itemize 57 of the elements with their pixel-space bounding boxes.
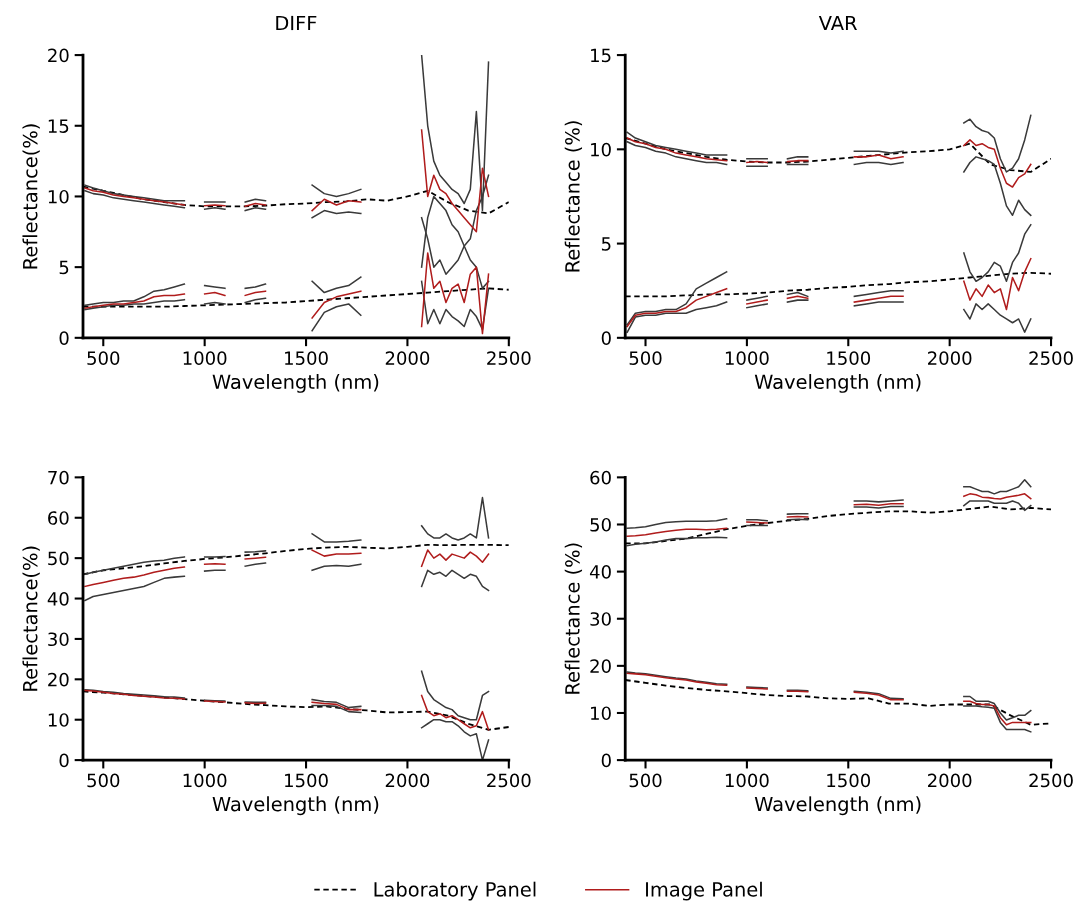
y-axis-title: Reflectance(%) [22, 124, 40, 269]
y-tick-label: 20 [48, 48, 69, 63]
x-axis-title: Wavelength (nm) [212, 374, 379, 393]
y-axis-title: Reflectance(%) [22, 546, 40, 691]
y-tick-label: 70 [48, 470, 69, 485]
y-tick-label: 10 [591, 706, 611, 721]
x-tick-label: 1500 [285, 773, 328, 788]
legend-label: Image Panel [646, 881, 762, 901]
x-tick-label: 1500 [285, 351, 328, 365]
y-tick-label: 40 [589, 565, 611, 579]
x-tick-label: 2000 [385, 351, 430, 365]
y-tick-label: 15 [48, 119, 69, 133]
x-tick-label: 1000 [183, 351, 227, 365]
x-tick-label: 2500 [487, 773, 531, 788]
y-tick-label: 0 [59, 331, 69, 345]
x-tick-label: 500 [629, 773, 662, 788]
x-tick-label: 1000 [725, 773, 769, 788]
legend-label: Laboratory Panel [374, 881, 536, 901]
x-tick-label: 1500 [827, 773, 871, 788]
y-tick-label: 0 [601, 331, 611, 345]
chart-title: DIFF [276, 15, 317, 31]
y-tick-label: 15 [591, 48, 611, 63]
x-axis-title: Wavelength (nm) [754, 796, 921, 816]
x-tick-label: 2500 [1029, 773, 1073, 788]
x-axis-title: Wavelength (nm) [212, 796, 379, 816]
y-tick-label: 10 [591, 142, 611, 157]
x-tick-label: 1500 [827, 351, 871, 365]
y-axis-title: Reflectance (%) [564, 121, 583, 272]
x-tick-label: 2000 [385, 773, 430, 788]
x-tick-label: 2500 [487, 351, 531, 365]
y-tick-label: 5 [601, 237, 611, 251]
x-tick-label: 1000 [183, 773, 227, 788]
x-tick-label: 2000 [928, 351, 972, 365]
x-tick-label: 500 [87, 351, 120, 365]
y-axis-title: Reflectance (%) [564, 543, 583, 694]
y-tick-label: 5 [59, 260, 69, 275]
x-axis-title: Wavelength (nm) [754, 374, 921, 393]
y-tick-label: 50 [48, 551, 69, 566]
y-tick-label: 60 [48, 511, 69, 525]
y-tick-label: 30 [48, 632, 69, 647]
x-tick-label: 500 [87, 773, 120, 788]
x-tick-label: 1000 [725, 351, 769, 365]
line-series [963, 705, 1032, 733]
y-tick-label: 0 [601, 753, 611, 768]
y-tick-label: 10 [48, 713, 69, 727]
y-tick-label: 10 [48, 189, 69, 204]
y-tick-label: 20 [48, 672, 69, 687]
x-tick-label: 500 [629, 351, 662, 365]
x-tick-label: 2000 [928, 773, 972, 788]
y-tick-label: 60 [590, 470, 611, 485]
y-tick-label: 0 [59, 753, 69, 768]
y-tick-label: 50 [590, 517, 611, 532]
x-tick-label: 2500 [1029, 351, 1073, 365]
y-tick-label: 40 [47, 592, 69, 606]
chart-title: VAR [818, 15, 858, 31]
y-tick-label: 20 [590, 659, 611, 673]
y-tick-label: 30 [590, 612, 611, 626]
